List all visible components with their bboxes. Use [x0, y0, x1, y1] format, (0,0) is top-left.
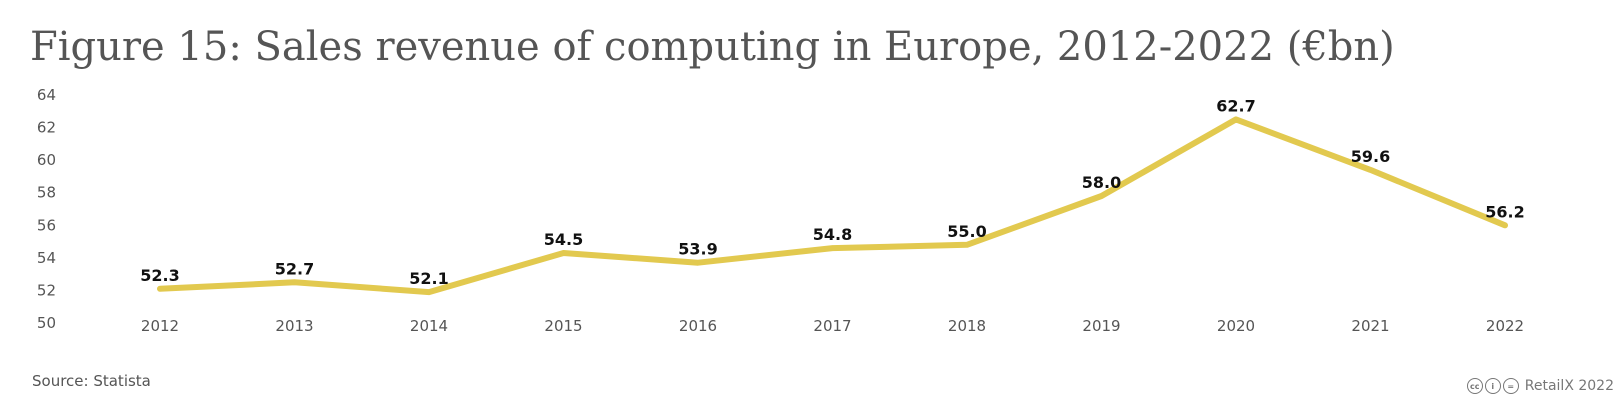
series-group: [157, 116, 1508, 296]
series-line: [157, 116, 1508, 296]
y-tick-label: 64: [37, 86, 56, 104]
y-tick-label: 60: [37, 151, 56, 169]
data-label: 56.2: [1485, 202, 1524, 221]
by-icon: i: [1484, 378, 1501, 394]
x-axis: 2012 2013 2014 2015 2016 2017 2018 2019 2020 2021…: [141, 317, 1524, 335]
footer-credit: cc i = RetailX 2022: [1466, 378, 1614, 394]
y-axis: 50 52 54 56 58 60 62 64: [37, 86, 56, 332]
x-tick-label: 2012: [141, 317, 179, 335]
nd-icon: =: [1502, 378, 1519, 394]
x-tick-label: 2017: [813, 317, 851, 335]
credit-text: RetailX 2022: [1524, 378, 1614, 394]
x-tick-label: 2014: [410, 317, 448, 335]
data-label: 59.6: [1351, 147, 1390, 166]
data-label: 54.5: [544, 230, 583, 249]
y-tick-label: 62: [37, 119, 56, 137]
x-tick-label: 2021: [1351, 317, 1389, 335]
x-tick-label: 2016: [679, 317, 717, 335]
x-tick-label: 2022: [1486, 317, 1524, 335]
cc-icon: cc: [1466, 378, 1483, 394]
x-tick-label: 2019: [1082, 317, 1120, 335]
data-label: 53.9: [678, 240, 717, 259]
data-label: 62.7: [1216, 96, 1255, 115]
data-labels: 52.3 52.7 52.1 54.5 53.9 54.8 55.0 58.0 62.7 59.6…: [140, 96, 1524, 288]
data-label: 52.3: [140, 266, 179, 285]
y-tick-label: 56: [37, 216, 56, 234]
x-tick-label: 2018: [948, 317, 986, 335]
data-label: 52.7: [275, 259, 314, 278]
data-label: 55.0: [947, 222, 986, 241]
data-label: 54.8: [813, 225, 852, 244]
source-note: Source: Statista: [32, 372, 151, 390]
y-tick-label: 58: [37, 184, 56, 202]
data-label: 58.0: [1082, 173, 1121, 192]
y-tick-label: 52: [37, 281, 56, 299]
x-tick-label: 2013: [275, 317, 313, 335]
x-tick-label: 2020: [1217, 317, 1255, 335]
x-tick-label: 2015: [544, 317, 582, 335]
chart-title: Figure 15: Sales revenue of computing in…: [30, 24, 1395, 70]
data-label: 52.1: [409, 269, 448, 288]
y-tick-label: 50: [37, 314, 56, 332]
y-tick-label: 54: [37, 249, 56, 267]
license-icons: cc i =: [1466, 378, 1519, 394]
